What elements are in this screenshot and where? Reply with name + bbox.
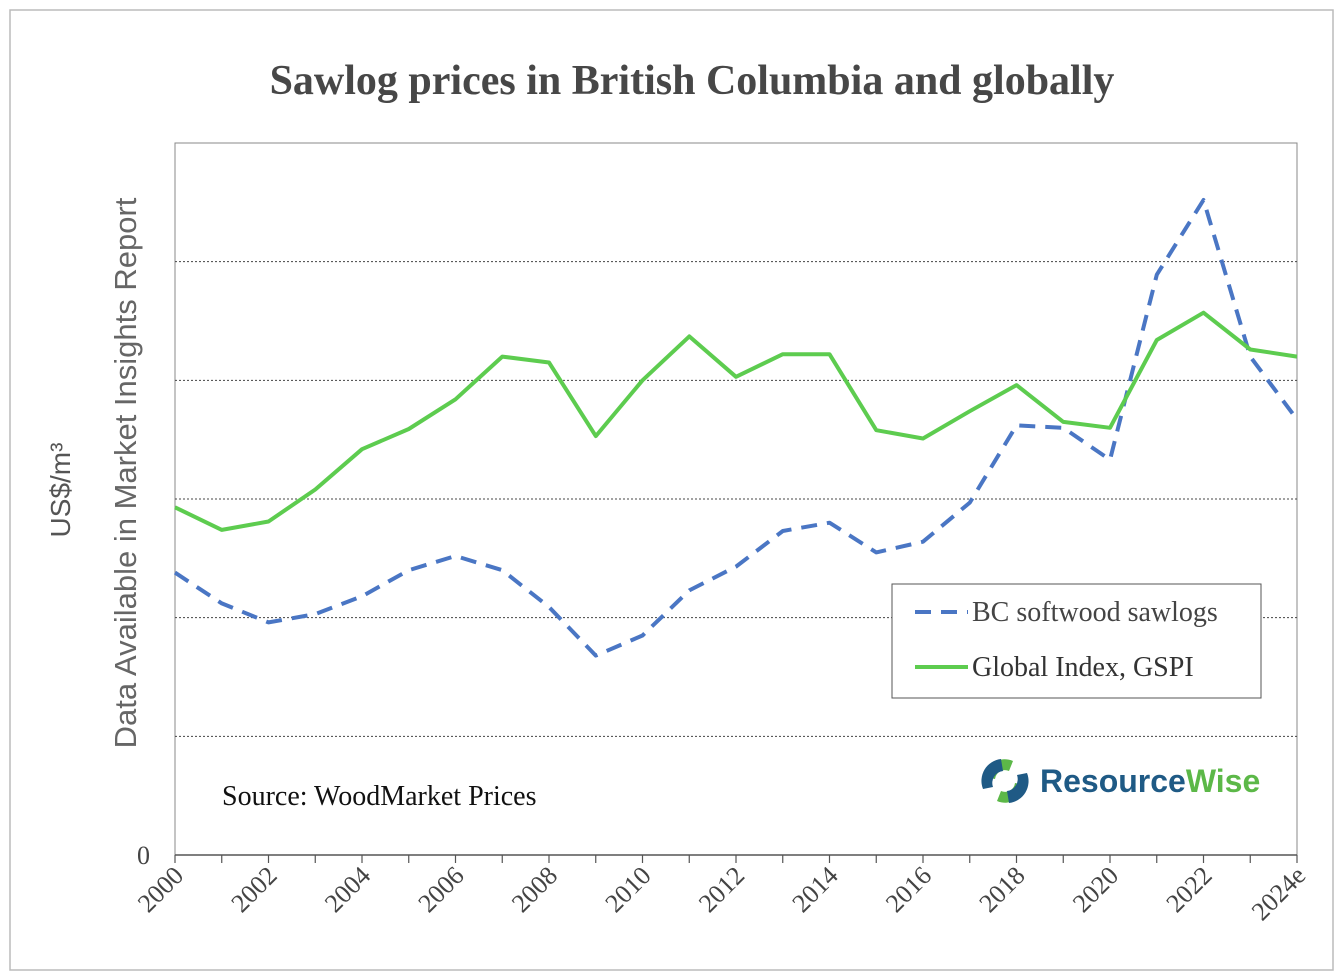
legend-label-gspi: Global Index, GSPI bbox=[972, 652, 1194, 683]
legend-label-bc: BC softwood sawlogs bbox=[972, 597, 1218, 628]
series-lines bbox=[173, 198, 1299, 658]
y-axis-overlay-label: Data Available in Market Insights Report bbox=[108, 197, 143, 748]
y-axis-label: US$/m³ bbox=[45, 443, 76, 538]
logo-text-resource: Resource bbox=[1040, 763, 1186, 799]
legend-box bbox=[891, 583, 1262, 699]
resourcewise-logo: ResourceWise bbox=[981, 759, 1260, 803]
gridlines bbox=[175, 261, 1297, 737]
logo-mark-icon bbox=[981, 759, 1029, 803]
y-tick-label: 0 bbox=[137, 841, 150, 870]
logo-text-wise: Wise bbox=[1186, 763, 1260, 799]
legend: BC softwood sawlogs Global Index, GSPI bbox=[891, 583, 1262, 699]
chart-border bbox=[9, 9, 1334, 971]
chart-title: Sawlog prices in British Columbia and gl… bbox=[270, 58, 1115, 104]
svg-text:ResourceWise: ResourceWise bbox=[1040, 763, 1260, 799]
source-annotation: Source: WoodMarket Prices bbox=[222, 781, 537, 812]
